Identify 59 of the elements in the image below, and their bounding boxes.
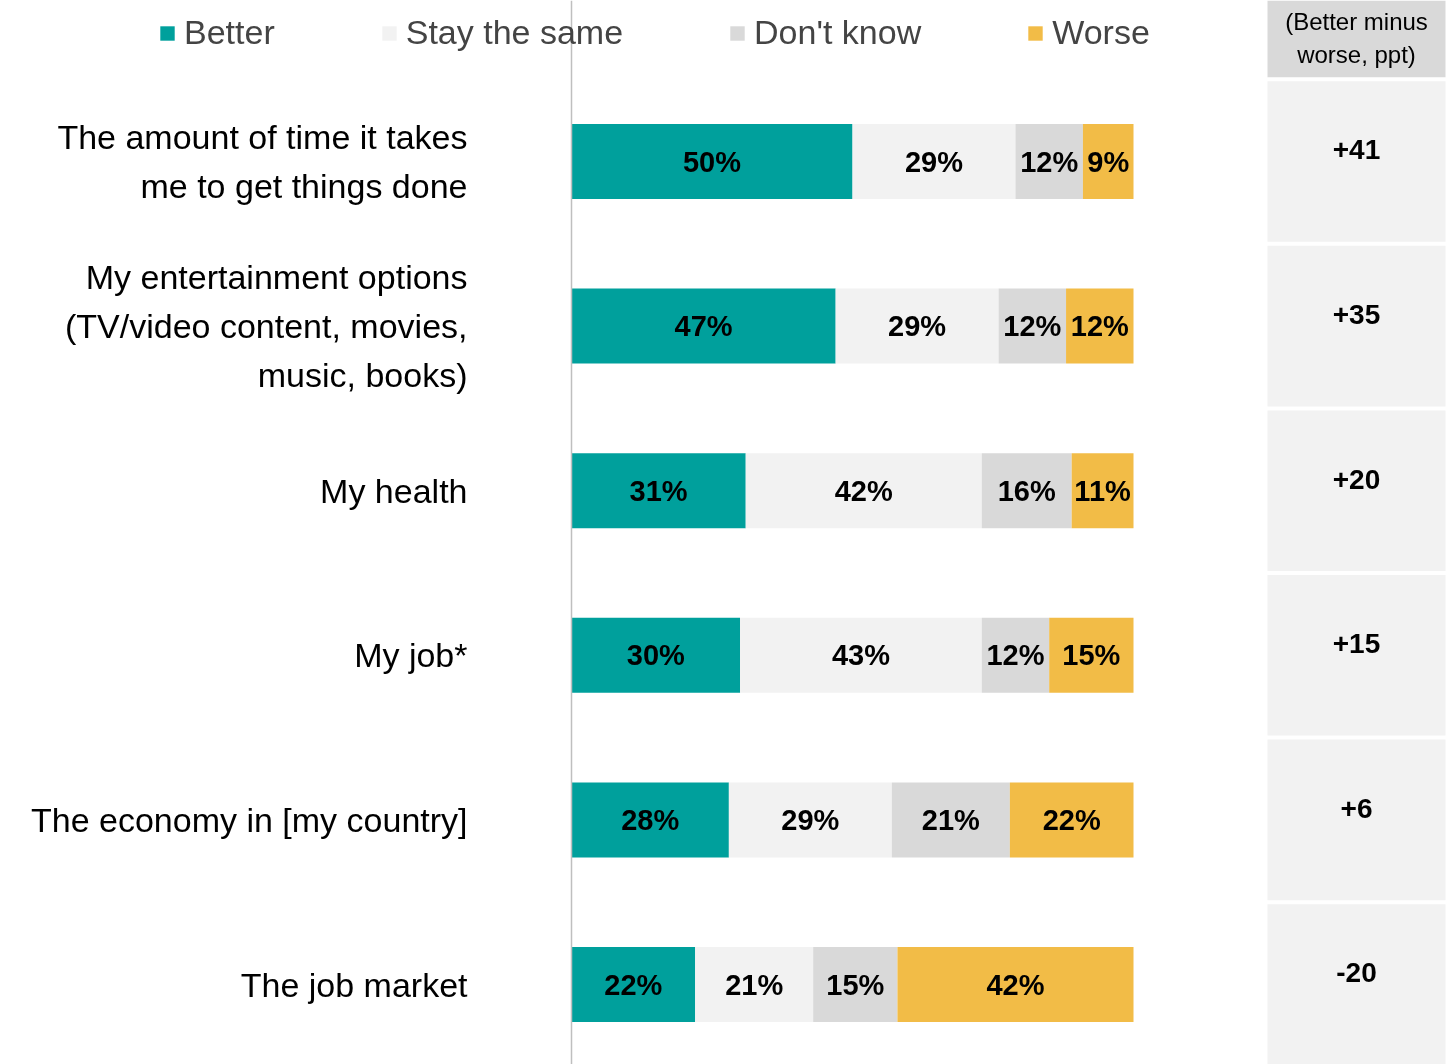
text: -20 — [1336, 957, 1377, 989]
y-tick-label: My entertainment options (TV/video content, movies, music, books) — [65, 257, 468, 395]
y-tick-label: The economy in [my country] — [31, 800, 468, 839]
data-label: 21% — [921, 803, 981, 836]
y-tick-label: The amount of time it takes me to get things done — [57, 117, 468, 206]
bar — [571, 288, 836, 364]
text: +15 — [1332, 628, 1381, 660]
bar — [728, 782, 892, 858]
data-label: 29% — [781, 803, 840, 836]
data-label: 29% — [904, 145, 964, 178]
legend-label: Better — [184, 13, 275, 52]
text: +35 — [1332, 299, 1381, 331]
data-label: 31% — [629, 474, 688, 507]
data-label: 15% — [1062, 639, 1121, 672]
y-tick-label: The job market — [240, 965, 469, 1004]
bar — [891, 782, 1010, 858]
data-label: 12% — [1003, 310, 1062, 343]
text: +20 — [1332, 463, 1381, 495]
data-label: 12% — [986, 639, 1045, 672]
data-label: 42% — [986, 968, 1045, 1001]
bar — [571, 782, 729, 858]
y-tick-label: My health — [320, 471, 468, 510]
bar — [852, 124, 1016, 199]
data-label: 11% — [1074, 474, 1132, 507]
bar — [813, 947, 898, 1022]
data-label: 21% — [725, 968, 784, 1001]
bar — [1049, 617, 1134, 693]
legend-label: Stay the same — [405, 13, 624, 52]
bar — [571, 124, 853, 199]
data-label: 29% — [888, 310, 947, 343]
data-label: 12% — [1020, 145, 1079, 178]
data-label: 15% — [826, 968, 885, 1001]
data-label: 22% — [1042, 803, 1101, 836]
legend-label: Don't know — [754, 13, 922, 52]
data-label: 42% — [834, 474, 893, 507]
bar — [571, 453, 746, 529]
text: (Better minus worse, ppt) — [1285, 8, 1428, 68]
bar — [571, 947, 696, 1022]
data-label: 22% — [604, 968, 663, 1001]
bar — [695, 947, 814, 1022]
data-label: 47% — [674, 310, 733, 343]
data-label: 50% — [682, 145, 742, 178]
bar — [1009, 782, 1134, 858]
bar — [835, 288, 999, 364]
data-label: 9% — [1087, 145, 1130, 178]
data-label: 12% — [1070, 310, 1130, 343]
legend-label: Worse — [1052, 13, 1150, 52]
text: +6 — [1340, 792, 1373, 824]
data-label: 16% — [997, 474, 1056, 507]
bar — [745, 453, 982, 529]
text: +41 — [1332, 134, 1381, 166]
bar — [981, 453, 1072, 529]
y-tick-label: My job* — [354, 636, 468, 675]
bar — [571, 617, 741, 693]
bar — [897, 947, 1134, 1022]
data-label: 30% — [626, 639, 686, 672]
data-label: 43% — [831, 639, 891, 672]
data-label: 28% — [621, 803, 680, 836]
bar — [740, 617, 982, 693]
